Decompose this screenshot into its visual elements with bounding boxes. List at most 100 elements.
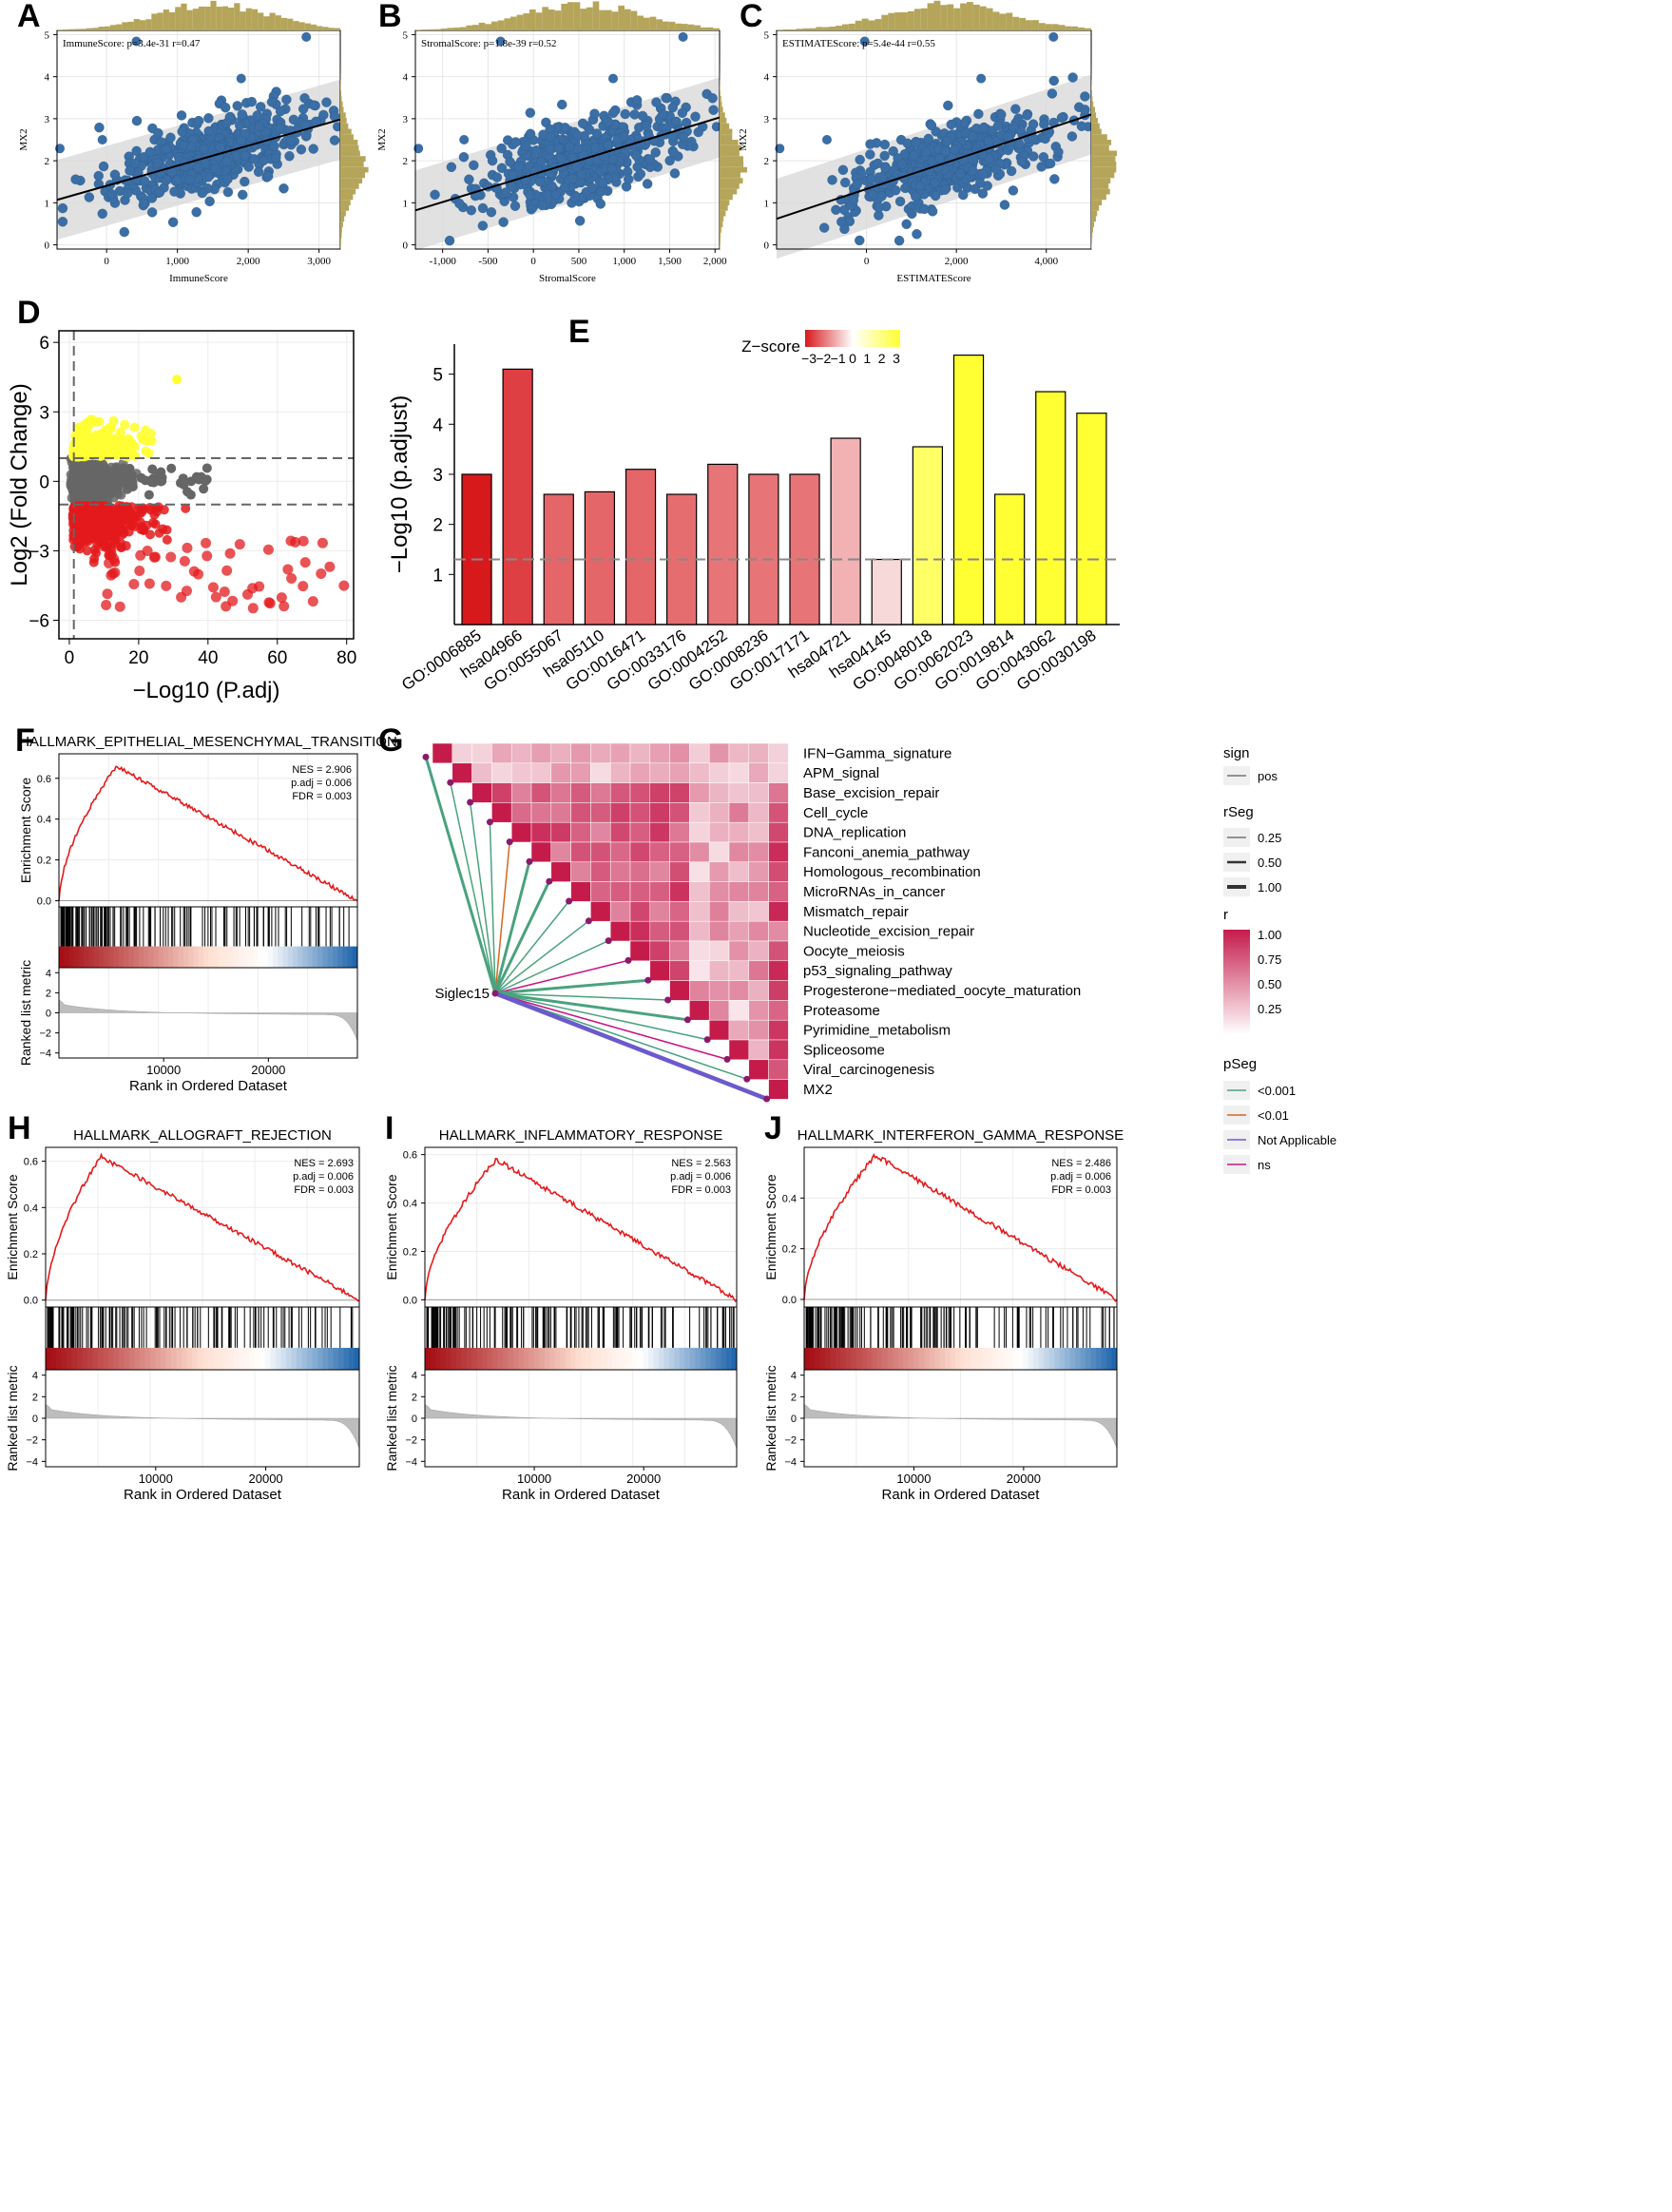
histogram-bar [1078,27,1086,30]
histogram-bar [953,8,961,30]
heat-cell [855,1347,862,1370]
heat-cell [332,946,338,968]
data-point [466,205,476,216]
heat-cell [530,802,552,823]
y-tick-label: 4 [432,415,443,435]
data-point [131,115,143,126]
top-histogram [57,0,340,31]
right-histogram [1091,30,1118,249]
heat-cell [728,901,750,922]
heat-cell [748,762,769,783]
histogram-bar [720,101,722,107]
histogram-bar [428,29,434,30]
link-endpoint [467,798,474,806]
y-axis-label: MX2 [376,128,388,150]
heat-cell [510,742,532,764]
heat-cell [234,1347,240,1370]
heat-cell [748,1019,769,1041]
heat-cell [903,1347,910,1370]
data-point [167,217,179,227]
x-tick-label: 1,000 [612,256,636,267]
heat-cell [708,1000,730,1021]
gsea-panel-j: J HALLMARK_INTERFERON_GAMMA_RESPONSE NES =… [763,1110,1124,1503]
data-point [542,190,553,201]
y-tick-label: 5 [432,366,443,386]
histogram-bar [251,9,259,30]
y-tick-label: 0.2 [24,1249,38,1260]
data-point [836,217,847,227]
heat-cell [689,782,710,803]
histogram-bar [675,23,682,30]
heat-cell [609,742,631,764]
histogram-bar [340,178,363,183]
heat-cell [286,1347,292,1370]
heat-cell [487,1347,493,1370]
heat-cell [570,821,591,843]
histogram-bar [920,8,928,30]
y-tick-label: 0.0 [403,1295,417,1306]
heat-cell [144,1347,151,1370]
data-point [139,176,150,186]
histogram-bar [447,28,453,30]
histogram-bar [340,134,354,140]
heat-cell [629,802,651,823]
data-point [909,150,919,161]
point-ns [108,492,119,503]
heat-cell [1017,1347,1024,1370]
data-point [1049,174,1060,184]
data-point [631,150,642,161]
data-point [184,174,195,185]
histogram-bar [720,106,723,113]
heat-cell [510,802,532,823]
data-point [284,151,295,162]
bar-go-0062023 [952,354,985,625]
point-ns [194,474,204,485]
histogram-bar [340,90,341,96]
point-down [122,502,132,512]
histogram-bar [966,2,973,31]
legend-tick-label: 0 [849,351,856,366]
y-tick-label: −4 [405,1456,417,1468]
histogram-bar [822,27,830,30]
heat-cell [748,742,769,764]
heat-cell [349,1347,355,1370]
heat-cell [689,762,710,783]
data-point [678,31,688,42]
data-point [901,219,912,229]
histogram-bar [829,26,836,30]
x-axis-label: −Log10 (P.adj) [132,678,279,703]
heat-cell [434,1347,441,1370]
histogram-bar [304,23,311,30]
heat-cell [276,1347,281,1370]
data-point [894,196,906,207]
histogram-bar [157,12,163,30]
histogram-bar [656,19,663,30]
point-ns [76,466,86,476]
histogram-bar [340,172,365,179]
data-point [595,199,605,209]
histogram-bar [1058,25,1066,30]
heat-cell [689,861,710,882]
heat-cell [242,946,249,968]
data-point [547,181,557,192]
histogram-bar [340,101,343,107]
data-point [607,154,619,164]
heat-cell [317,1347,323,1370]
heat-cell [768,1059,789,1080]
point-ns [199,484,209,494]
data-point [186,142,197,152]
histogram-bar [999,13,1007,30]
histogram-bar [940,5,948,31]
point-down [307,596,318,607]
heat-cell [1048,1347,1055,1370]
histogram-bar [1091,162,1117,167]
top-histogram [415,1,720,31]
data-point [249,154,259,164]
heat-cell [207,1347,214,1370]
heat-cell [342,946,349,968]
heat-cell [748,861,769,882]
link-endpoint [703,1036,711,1044]
histogram-bar [472,25,479,30]
